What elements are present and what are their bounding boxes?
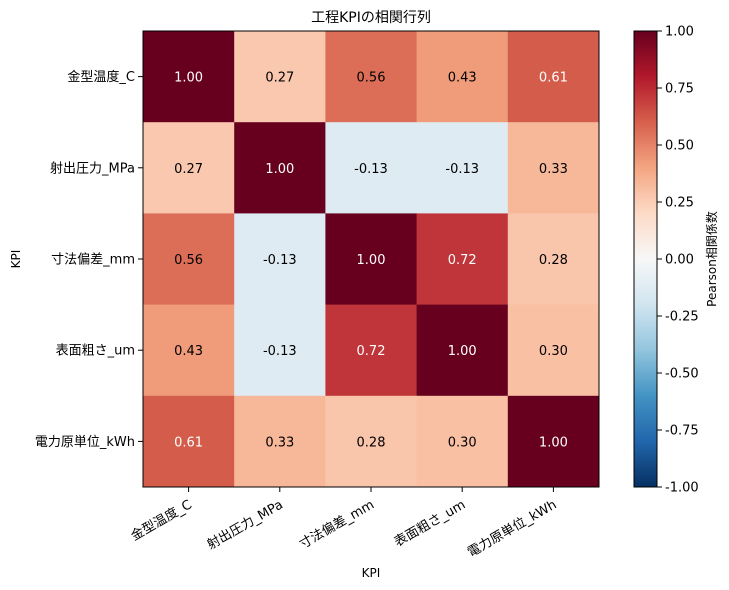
x-tick-label: 表面粗さ_um <box>392 497 468 550</box>
heatmap-cell <box>325 31 418 123</box>
colorbar-tick-label: 0.75 <box>665 82 694 97</box>
cell-value-label: 0.56 <box>357 71 386 86</box>
cell-value-label: 0.30 <box>539 344 568 359</box>
heatmap-cell <box>234 395 326 488</box>
colorbar-tick-label: -0.50 <box>665 367 699 382</box>
colorbar-tick-label: -0.75 <box>665 424 699 439</box>
y-tick-label: 射出圧力_MPa <box>50 160 135 176</box>
heatmap-cell <box>325 213 418 306</box>
heatmap-cell <box>143 304 235 397</box>
colorbar-label: Pearson相関係数 <box>704 211 719 307</box>
colorbar-tick-label: 0.00 <box>665 253 694 268</box>
colorbar-tick-label: 0.50 <box>665 139 694 154</box>
x-tick-label: 電力原単位_kWh <box>465 497 560 561</box>
heatmap-cell <box>143 395 235 488</box>
colorbar-tick-label: 0.25 <box>665 196 694 211</box>
y-tick-label: 表面粗さ_um <box>56 344 135 359</box>
heatmap-cell <box>143 213 235 306</box>
heatmap-cell <box>416 304 509 397</box>
heatmap-cell <box>507 395 600 488</box>
cell-value-label: -0.13 <box>354 162 388 177</box>
y-tick-label: 寸法偏差_mm <box>51 253 135 268</box>
heatmap-cell <box>507 31 600 123</box>
cell-value-label: 0.56 <box>174 253 203 268</box>
cell-value-label: -0.13 <box>263 344 297 359</box>
heatmap-cell <box>416 213 509 306</box>
cell-value-label: 0.28 <box>357 435 386 450</box>
colorbar-tick-label: -1.00 <box>665 481 699 496</box>
cell-value-label: 1.00 <box>265 162 294 177</box>
heatmap-cell <box>507 122 600 214</box>
heatmap-cell <box>143 122 235 214</box>
cell-value-label: -0.13 <box>263 253 297 268</box>
cell-value-label: 0.27 <box>174 162 203 177</box>
x-axis-label: KPI <box>362 566 381 580</box>
x-tick-label: 金型温度_C <box>128 497 195 545</box>
cell-value-label: 0.72 <box>448 253 477 268</box>
y-tick-label: 電力原単位_kWh <box>35 434 135 450</box>
chart-title: 工程KPIの相関行列 <box>311 10 431 26</box>
colorbar-tick-label: 1.00 <box>665 25 694 40</box>
heatmap-cell <box>234 31 326 123</box>
cell-value-label: 0.27 <box>265 71 294 86</box>
cell-value-label: 0.43 <box>174 344 203 359</box>
cell-value-label: 0.33 <box>539 162 568 177</box>
cell-value-label: 0.61 <box>539 71 568 86</box>
cell-value-label: 1.00 <box>448 344 477 359</box>
cell-value-label: 1.00 <box>539 435 568 450</box>
heatmap-cell <box>234 304 326 397</box>
y-axis-label: KPI <box>9 250 23 269</box>
cell-value-label: 1.00 <box>174 71 203 86</box>
heatmap-cell <box>234 122 326 214</box>
heatmap-cell <box>325 395 418 488</box>
colorbar-ticks: 1.00 0.75 0.50 0.25 0.00 -0.25 -0.50 -0.75 -1.00 <box>657 25 699 496</box>
cell-value-label: 0.28 <box>539 253 568 268</box>
heatmap-cell <box>416 122 509 214</box>
cell-value-label: -0.13 <box>445 162 479 177</box>
cell-value-label: 0.43 <box>448 71 477 86</box>
colorbar-tick-label: -0.25 <box>665 310 699 325</box>
heatmap-cell <box>325 122 418 214</box>
cell-value-label: 1.00 <box>357 253 386 268</box>
heatmap-cell <box>325 304 418 397</box>
cell-value-label: 0.61 <box>174 435 203 450</box>
x-tick-label: 射出圧力_MPa <box>204 497 286 553</box>
heatmap-cell <box>507 304 600 397</box>
heatmap-cell <box>416 31 509 123</box>
y-tick-label: 金型温度_C <box>67 69 135 85</box>
x-tick-label: 寸法偏差_mm <box>297 497 377 552</box>
y-axis-ticks: 金型温度_C 射出圧力_MPa 寸法偏差_mm 表面粗さ_um 電力原単位_kWh <box>35 69 143 450</box>
heatmap-cell <box>416 395 509 488</box>
cell-value-label: 0.72 <box>357 344 386 359</box>
colorbar <box>633 30 658 488</box>
cell-value-label: 0.30 <box>448 435 477 450</box>
heatmap-cell <box>234 213 326 306</box>
cell-value-label: 0.33 <box>265 435 294 450</box>
heatmap-cells <box>143 31 600 488</box>
heatmap-cell <box>143 31 235 123</box>
heatmap-cell <box>507 213 600 306</box>
heatmap-cell-labels: 1.00 0.27 0.56 0.43 0.61 0.27 1.00 -0.13 -0.13 0.… <box>174 71 568 451</box>
